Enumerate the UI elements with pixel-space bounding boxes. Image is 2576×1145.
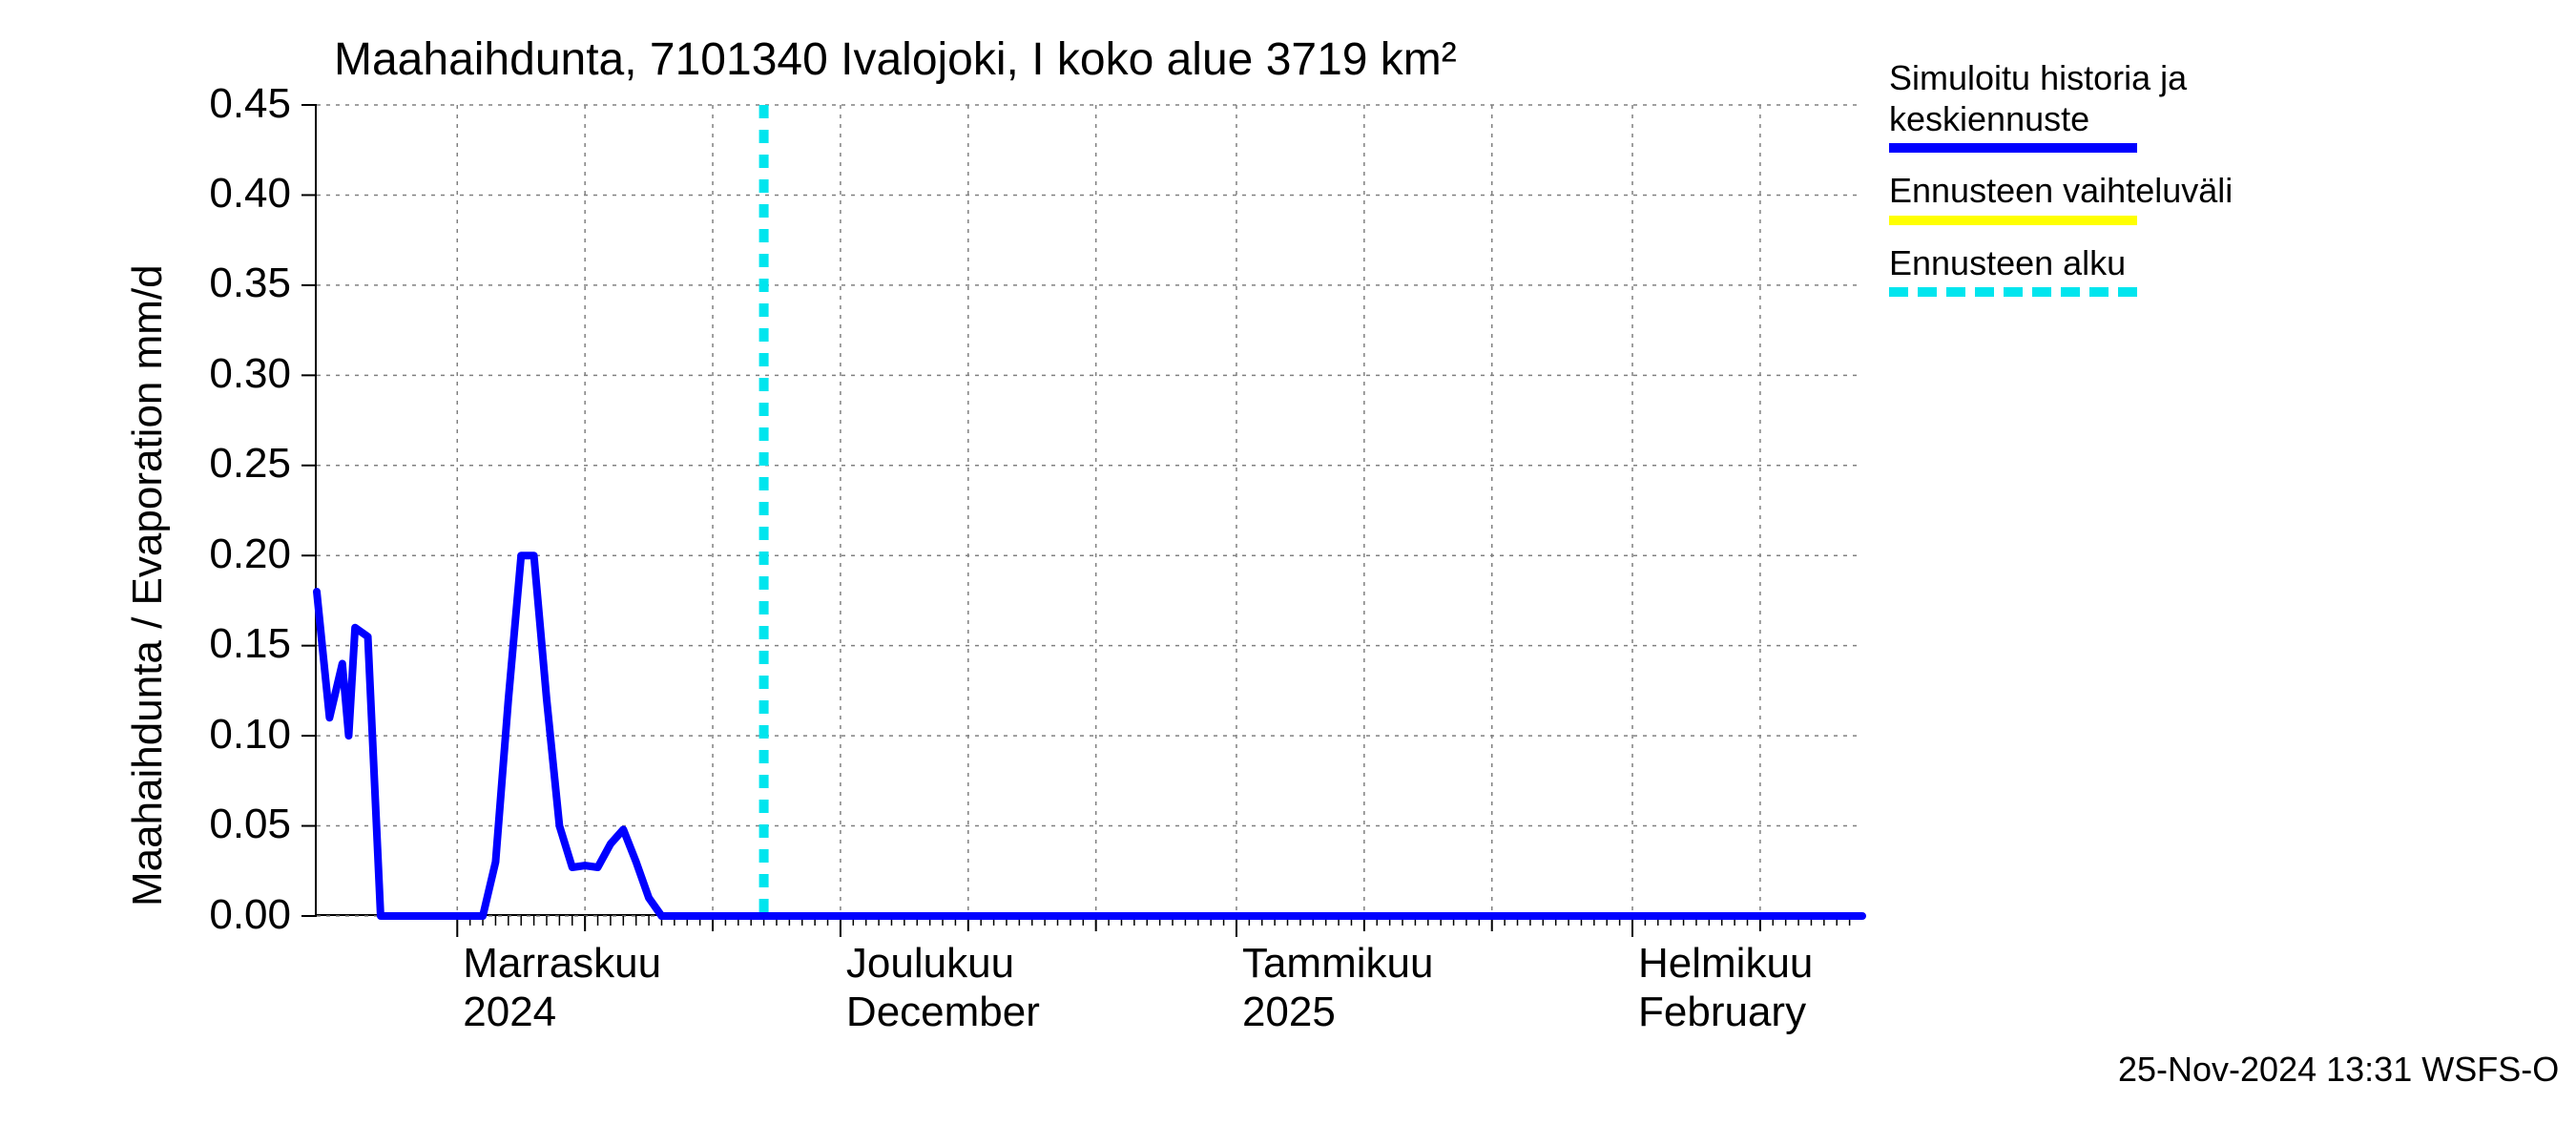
x-tick-label-month: Helmikuu <box>1638 940 1813 988</box>
x-tick-label-month: Joulukuu <box>846 940 1014 988</box>
y-tick-label: 0.45 <box>209 80 291 128</box>
legend-swatch <box>1889 216 2137 225</box>
chart-container: Maahaihdunta, 7101340 Ivalojoki, I koko … <box>0 0 2576 1145</box>
legend-item: Simuloitu historia jakeskiennuste <box>1889 57 2233 153</box>
footer-timestamp: 25-Nov-2024 13:31 WSFS-O <box>2118 1050 2559 1090</box>
chart-title: Maahaihdunta, 7101340 Ivalojoki, I koko … <box>334 33 1457 86</box>
y-tick-label: 0.10 <box>209 711 291 759</box>
y-axis-label: Maahaihdunta / Evaporation mm/d <box>124 264 172 906</box>
legend-item: Ennusteen alku <box>1889 242 2233 297</box>
x-tick-label-sub: 2025 <box>1242 989 1336 1036</box>
y-tick-label: 0.35 <box>209 260 291 307</box>
y-tick-label: 0.40 <box>209 170 291 218</box>
legend-swatch <box>1889 287 2137 297</box>
y-tick-label: 0.15 <box>209 620 291 668</box>
data-series <box>317 105 1862 916</box>
x-tick-label-sub: February <box>1638 989 1806 1036</box>
legend-label: keskiennuste <box>1889 98 2233 139</box>
legend-item: Ennusteen vaihteluväli <box>1889 170 2233 224</box>
x-tick-label-sub: 2024 <box>463 989 556 1036</box>
y-tick-label: 0.05 <box>209 801 291 848</box>
y-tick-label: 0.00 <box>209 891 291 939</box>
legend-label: Ennusteen vaihteluväli <box>1889 170 2233 211</box>
y-tick-label: 0.25 <box>209 440 291 488</box>
y-tick-label: 0.20 <box>209 531 291 578</box>
x-tick-label-month: Marraskuu <box>463 940 661 988</box>
legend-label: Ennusteen alku <box>1889 242 2233 283</box>
legend: Simuloitu historia jakeskiennuste Ennuste… <box>1889 57 2233 314</box>
legend-swatch <box>1889 143 2137 153</box>
y-tick-label: 0.30 <box>209 350 291 398</box>
legend-label: Simuloitu historia ja <box>1889 57 2233 98</box>
x-tick-label-month: Tammikuu <box>1242 940 1434 988</box>
x-tick-label-sub: December <box>846 989 1040 1036</box>
plot-area <box>315 105 1860 916</box>
